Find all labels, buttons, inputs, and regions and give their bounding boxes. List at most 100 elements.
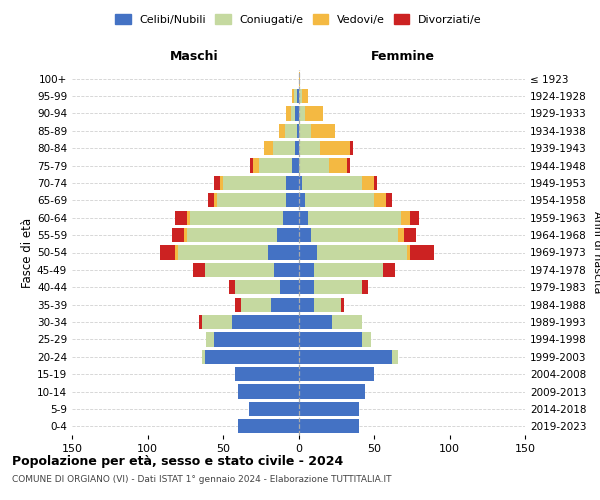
Bar <box>175 246 178 260</box>
Bar <box>314 298 341 312</box>
Bar <box>202 350 205 364</box>
Bar <box>292 89 294 103</box>
Bar <box>235 298 241 312</box>
Bar <box>410 210 419 225</box>
Bar <box>401 210 410 225</box>
Bar <box>305 193 374 208</box>
Bar <box>291 106 295 120</box>
Bar <box>294 89 297 103</box>
Bar <box>292 158 299 172</box>
Bar <box>299 72 300 86</box>
Y-axis label: Anni di nascita: Anni di nascita <box>592 211 600 294</box>
Bar <box>295 141 299 156</box>
Bar <box>205 263 274 277</box>
Bar <box>286 193 299 208</box>
Bar <box>314 280 362 294</box>
Bar <box>264 141 273 156</box>
Bar <box>386 193 392 208</box>
Bar <box>299 89 302 103</box>
Bar <box>404 228 416 242</box>
Bar <box>202 315 232 329</box>
Bar <box>253 158 259 172</box>
Bar <box>297 124 299 138</box>
Bar <box>205 350 299 364</box>
Bar <box>295 106 299 120</box>
Bar <box>299 246 317 260</box>
Bar <box>407 246 410 260</box>
Bar <box>187 210 190 225</box>
Bar <box>332 315 362 329</box>
Bar <box>241 298 271 312</box>
Bar <box>214 332 299 346</box>
Bar <box>299 263 314 277</box>
Bar <box>250 158 253 172</box>
Y-axis label: Fasce di età: Fasce di età <box>21 218 34 288</box>
Bar <box>271 298 299 312</box>
Legend: Celibi/Nubili, Coniugati/e, Vedovi/e, Divorziati/e: Celibi/Nubili, Coniugati/e, Vedovi/e, Di… <box>111 10 486 29</box>
Bar <box>299 419 359 434</box>
Text: Femmine: Femmine <box>371 50 434 62</box>
Bar <box>283 210 299 225</box>
Bar <box>374 193 386 208</box>
Bar <box>208 193 214 208</box>
Bar <box>280 280 299 294</box>
Bar <box>299 106 305 120</box>
Bar <box>383 263 395 277</box>
Bar <box>308 210 401 225</box>
Bar <box>305 106 323 120</box>
Bar <box>297 89 299 103</box>
Bar <box>279 124 285 138</box>
Bar <box>268 246 299 260</box>
Bar <box>299 367 374 382</box>
Bar <box>232 315 299 329</box>
Bar <box>350 141 353 156</box>
Bar <box>299 402 359 416</box>
Bar <box>214 176 220 190</box>
Bar <box>184 228 187 242</box>
Bar <box>273 141 295 156</box>
Text: COMUNE DI ORGIANO (VI) - Dati ISTAT 1° gennaio 2024 - Elaborazione TUTTITALIA.IT: COMUNE DI ORGIANO (VI) - Dati ISTAT 1° g… <box>12 475 392 484</box>
Bar <box>299 298 314 312</box>
Bar <box>302 89 308 103</box>
Bar <box>238 419 299 434</box>
Bar <box>320 141 350 156</box>
Bar <box>223 176 286 190</box>
Bar <box>238 384 299 398</box>
Bar <box>286 106 291 120</box>
Bar <box>299 350 392 364</box>
Bar <box>259 158 292 172</box>
Bar <box>299 141 320 156</box>
Bar <box>362 176 374 190</box>
Text: Maschi: Maschi <box>170 50 218 62</box>
Bar <box>229 280 235 294</box>
Bar <box>314 263 383 277</box>
Bar <box>317 246 407 260</box>
Bar <box>172 228 184 242</box>
Bar <box>398 228 404 242</box>
Bar <box>220 176 223 190</box>
Bar <box>347 158 350 172</box>
Bar <box>193 263 205 277</box>
Bar <box>362 280 368 294</box>
Bar <box>190 210 283 225</box>
Bar <box>299 315 332 329</box>
Bar <box>299 280 314 294</box>
Bar <box>302 176 362 190</box>
Bar <box>299 158 329 172</box>
Bar <box>214 193 217 208</box>
Bar <box>299 193 305 208</box>
Bar <box>299 384 365 398</box>
Bar <box>329 158 347 172</box>
Bar <box>410 246 434 260</box>
Bar <box>311 228 398 242</box>
Bar <box>235 280 280 294</box>
Bar <box>299 124 311 138</box>
Bar <box>299 176 302 190</box>
Bar <box>392 350 398 364</box>
Bar <box>299 228 311 242</box>
Bar <box>311 124 335 138</box>
Bar <box>217 193 286 208</box>
Bar <box>206 332 214 346</box>
Bar <box>299 210 308 225</box>
Bar <box>341 298 344 312</box>
